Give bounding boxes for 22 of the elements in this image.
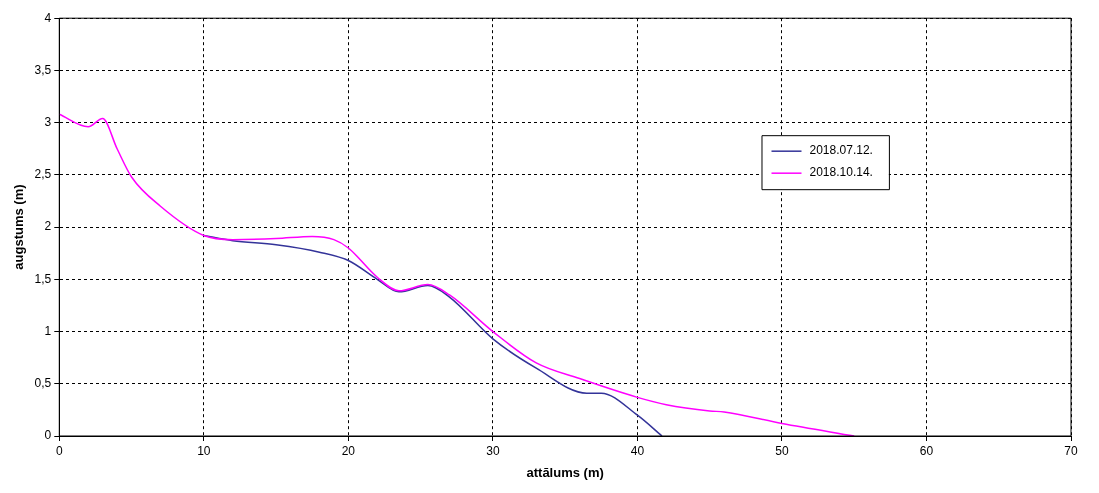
line-series <box>203 234 663 436</box>
x-tick-label: 50 <box>775 443 789 458</box>
x-tick-label: 10 <box>197 443 211 458</box>
x-tick-label: 20 <box>341 443 356 458</box>
x-tick-label: 30 <box>486 443 500 458</box>
y-tick-label: 0,5 <box>34 376 52 391</box>
y-tick-label: 2,5 <box>34 167 52 182</box>
y-tick-label: 3,5 <box>34 62 52 77</box>
y-tick-label: 1 <box>44 323 52 338</box>
y-axis-title: augstums (m) <box>11 184 27 270</box>
y-tick-label: 3 <box>44 114 52 129</box>
x-tick-label: 70 <box>1064 443 1078 458</box>
x-tick-label: 40 <box>630 443 645 458</box>
legend-label: 2018.07.12. <box>809 143 873 158</box>
x-tick-label: 60 <box>919 443 934 458</box>
legend-label: 2018.10.14. <box>809 165 873 180</box>
y-tick-label: 4 <box>44 10 52 25</box>
y-tick-label: 1,5 <box>34 271 52 286</box>
y-tick-label: 2 <box>44 219 52 234</box>
x-tick-label: 0 <box>55 443 63 458</box>
y-tick-label: 0 <box>44 428 52 443</box>
x-axis-title: attālums (m) <box>526 464 604 480</box>
